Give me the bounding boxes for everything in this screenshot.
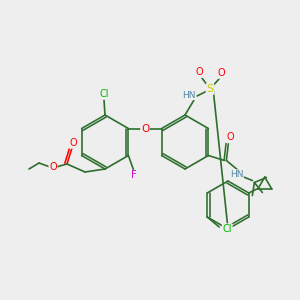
Text: O: O <box>49 162 57 172</box>
Text: F: F <box>130 170 136 181</box>
Text: O: O <box>69 138 77 148</box>
Text: Cl: Cl <box>99 89 109 99</box>
Text: HN: HN <box>182 91 196 100</box>
Text: O: O <box>195 67 203 77</box>
Text: O: O <box>141 124 149 134</box>
Text: O: O <box>217 68 225 78</box>
Text: HN: HN <box>230 170 243 179</box>
Text: Cl: Cl <box>223 224 232 234</box>
Text: S: S <box>206 84 214 94</box>
Text: O: O <box>226 133 234 142</box>
